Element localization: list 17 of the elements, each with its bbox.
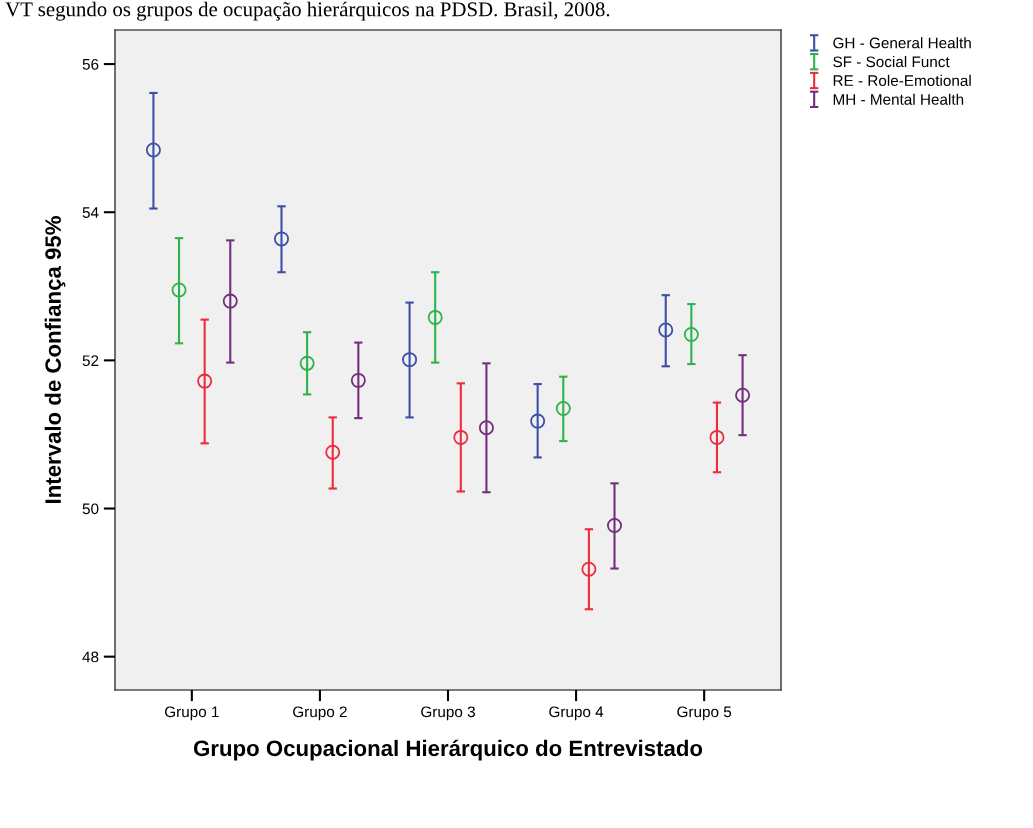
y-tick-label: 52 (82, 355, 99, 367)
legend-label: MH - Mental Health (833, 93, 964, 105)
x-tick-label: Grupo 2 (293, 706, 347, 721)
legend-label: RE - Role-Emotional (833, 74, 971, 87)
x-tick-label: Grupo 1 (165, 706, 219, 721)
x-tick-label: Grupo 4 (549, 706, 604, 721)
y-tick-label: 50 (82, 503, 99, 515)
y-tick-label: 54 (82, 207, 99, 218)
x-tick-label: Grupo 5 (677, 706, 732, 721)
x-tick-label: Grupo 3 (421, 706, 475, 721)
y-axis-title: Intervalo de Confiança 95% (44, 216, 66, 503)
y-tick-label: 48 (82, 651, 99, 663)
legend-label: GH - General Health (833, 37, 971, 49)
x-axis-title: Grupo Ocupacional Hierárquico do Entrevistado (193, 739, 703, 761)
y-tick-label: 56 (82, 58, 99, 70)
chart-title: VT segundo os grupos de ocupação hierárquicos na PDSD. Brasil, 2008. (5, 1, 610, 21)
legend-label: SF - Social Funct (833, 55, 950, 68)
